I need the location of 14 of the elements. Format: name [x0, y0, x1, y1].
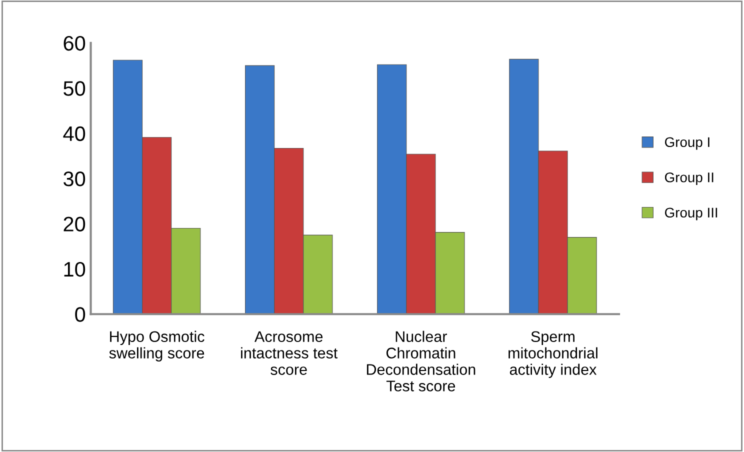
x-tick-label: Sperm mitochondrial activity index	[508, 331, 598, 378]
x-tick-label: Hypo Osmotic swelling score	[109, 330, 204, 362]
legend-label: Group I	[664, 137, 710, 150]
y-tick-label: 10	[64, 262, 86, 277]
x-tick-label: Nuclear Chromatin Decondensation Test score	[366, 330, 476, 392]
legend-label: Group II	[664, 172, 714, 186]
y-tick-label: 50	[64, 81, 86, 96]
y-tick-label: 30	[64, 172, 86, 186]
y-tick-label: 60	[64, 36, 86, 51]
x-tick-label: Acrosome intactness test score	[241, 331, 338, 375]
legend-label: Group III	[664, 208, 718, 220]
y-tick-label: 40	[63, 126, 86, 142]
y-tick-label: 20	[64, 216, 86, 232]
y-tick-label: 0	[75, 307, 86, 322]
